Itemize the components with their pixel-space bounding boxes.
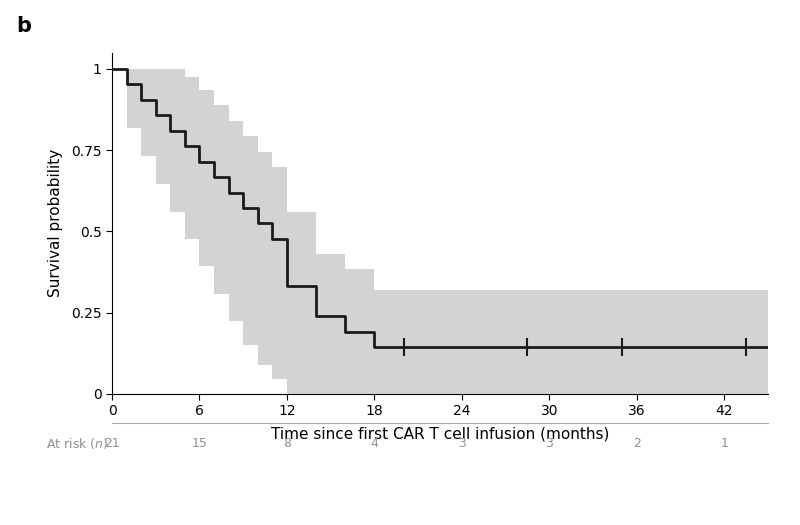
Text: 1: 1 bbox=[720, 437, 728, 450]
Text: At risk ($n$): At risk ($n$) bbox=[46, 436, 108, 451]
Text: 8: 8 bbox=[283, 437, 291, 450]
Text: 3: 3 bbox=[546, 437, 554, 450]
Text: 3: 3 bbox=[458, 437, 466, 450]
Y-axis label: Survival probability: Survival probability bbox=[48, 149, 62, 297]
Text: b: b bbox=[16, 16, 31, 36]
Text: 21: 21 bbox=[104, 437, 120, 450]
Text: 4: 4 bbox=[370, 437, 378, 450]
X-axis label: Time since first CAR T cell infusion (months): Time since first CAR T cell infusion (mo… bbox=[271, 426, 609, 442]
Text: 2: 2 bbox=[633, 437, 641, 450]
Text: 15: 15 bbox=[191, 437, 207, 450]
